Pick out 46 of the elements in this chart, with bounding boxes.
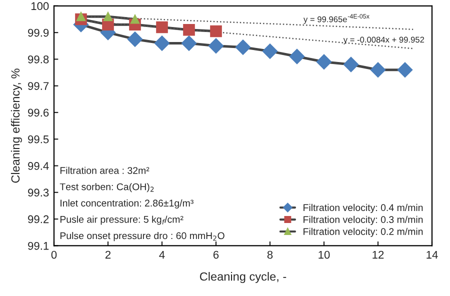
y-tick-label: 99.9	[28, 28, 49, 37]
annotation: Test sorben: Ca(OH)$_{2}$	[60, 183, 154, 192]
y-tick-label: 99.8	[28, 55, 49, 64]
point	[154, 36, 170, 51]
point	[210, 25, 222, 38]
point	[262, 44, 278, 59]
x-tick-label: 0	[51, 250, 57, 259]
annotation: Inlet concentration: 2.86±1g/m³	[60, 199, 194, 208]
x-tick-label: 6	[213, 250, 219, 259]
y-tick-label: 99.2	[28, 215, 49, 224]
y-axis-title: Cleaning efficiency, %	[10, 68, 22, 183]
point	[76, 12, 86, 22]
point	[316, 54, 332, 70]
legend-label: Filtration velocity: 0.2 m/min	[304, 228, 423, 237]
point	[103, 12, 113, 22]
y-tick-label: 99.4	[28, 162, 49, 170]
y-tick-label: 99.5	[28, 135, 49, 144]
x-tick-label: 2	[105, 250, 111, 259]
point	[181, 36, 197, 51]
legend-label: Filtration velocity: 0.4 m/min	[304, 204, 423, 213]
legend-label: Filtration velocity: 0.3 m/min	[304, 216, 423, 225]
x-tick-label: 12	[372, 250, 384, 259]
annotation: Pusle air pressure: 5 kg$_{f}$/cm²	[60, 216, 184, 225]
x-tick-label: 10	[318, 250, 330, 259]
annotation: Pulse onset pressure dro : 60 mmH$_{2}$O	[60, 232, 224, 242]
x-tick-label: 8	[267, 250, 273, 259]
y-tick-label: 99.3	[28, 188, 49, 197]
point	[343, 56, 359, 72]
annotation: y = -0.0084x + 99.952	[343, 36, 424, 44]
point	[130, 14, 140, 24]
point	[156, 21, 168, 34]
point	[208, 38, 224, 54]
point	[370, 62, 386, 78]
point	[235, 40, 251, 55]
point	[289, 48, 305, 64]
y-tick-label: 99.7	[28, 82, 49, 90]
point	[183, 24, 195, 36]
point	[397, 62, 413, 78]
x-axis-title: Cleaning cycle, -	[200, 272, 286, 284]
x-tick-label: 14	[426, 250, 438, 259]
y-tick-label: 100	[31, 2, 49, 10]
y-tick-label: 99.6	[28, 108, 49, 117]
point	[127, 32, 143, 47]
x-tick-label: 4	[159, 250, 165, 259]
y-tick-label: 99.1	[28, 242, 49, 250]
annotation: Filtration area : 32m²	[60, 166, 150, 174]
